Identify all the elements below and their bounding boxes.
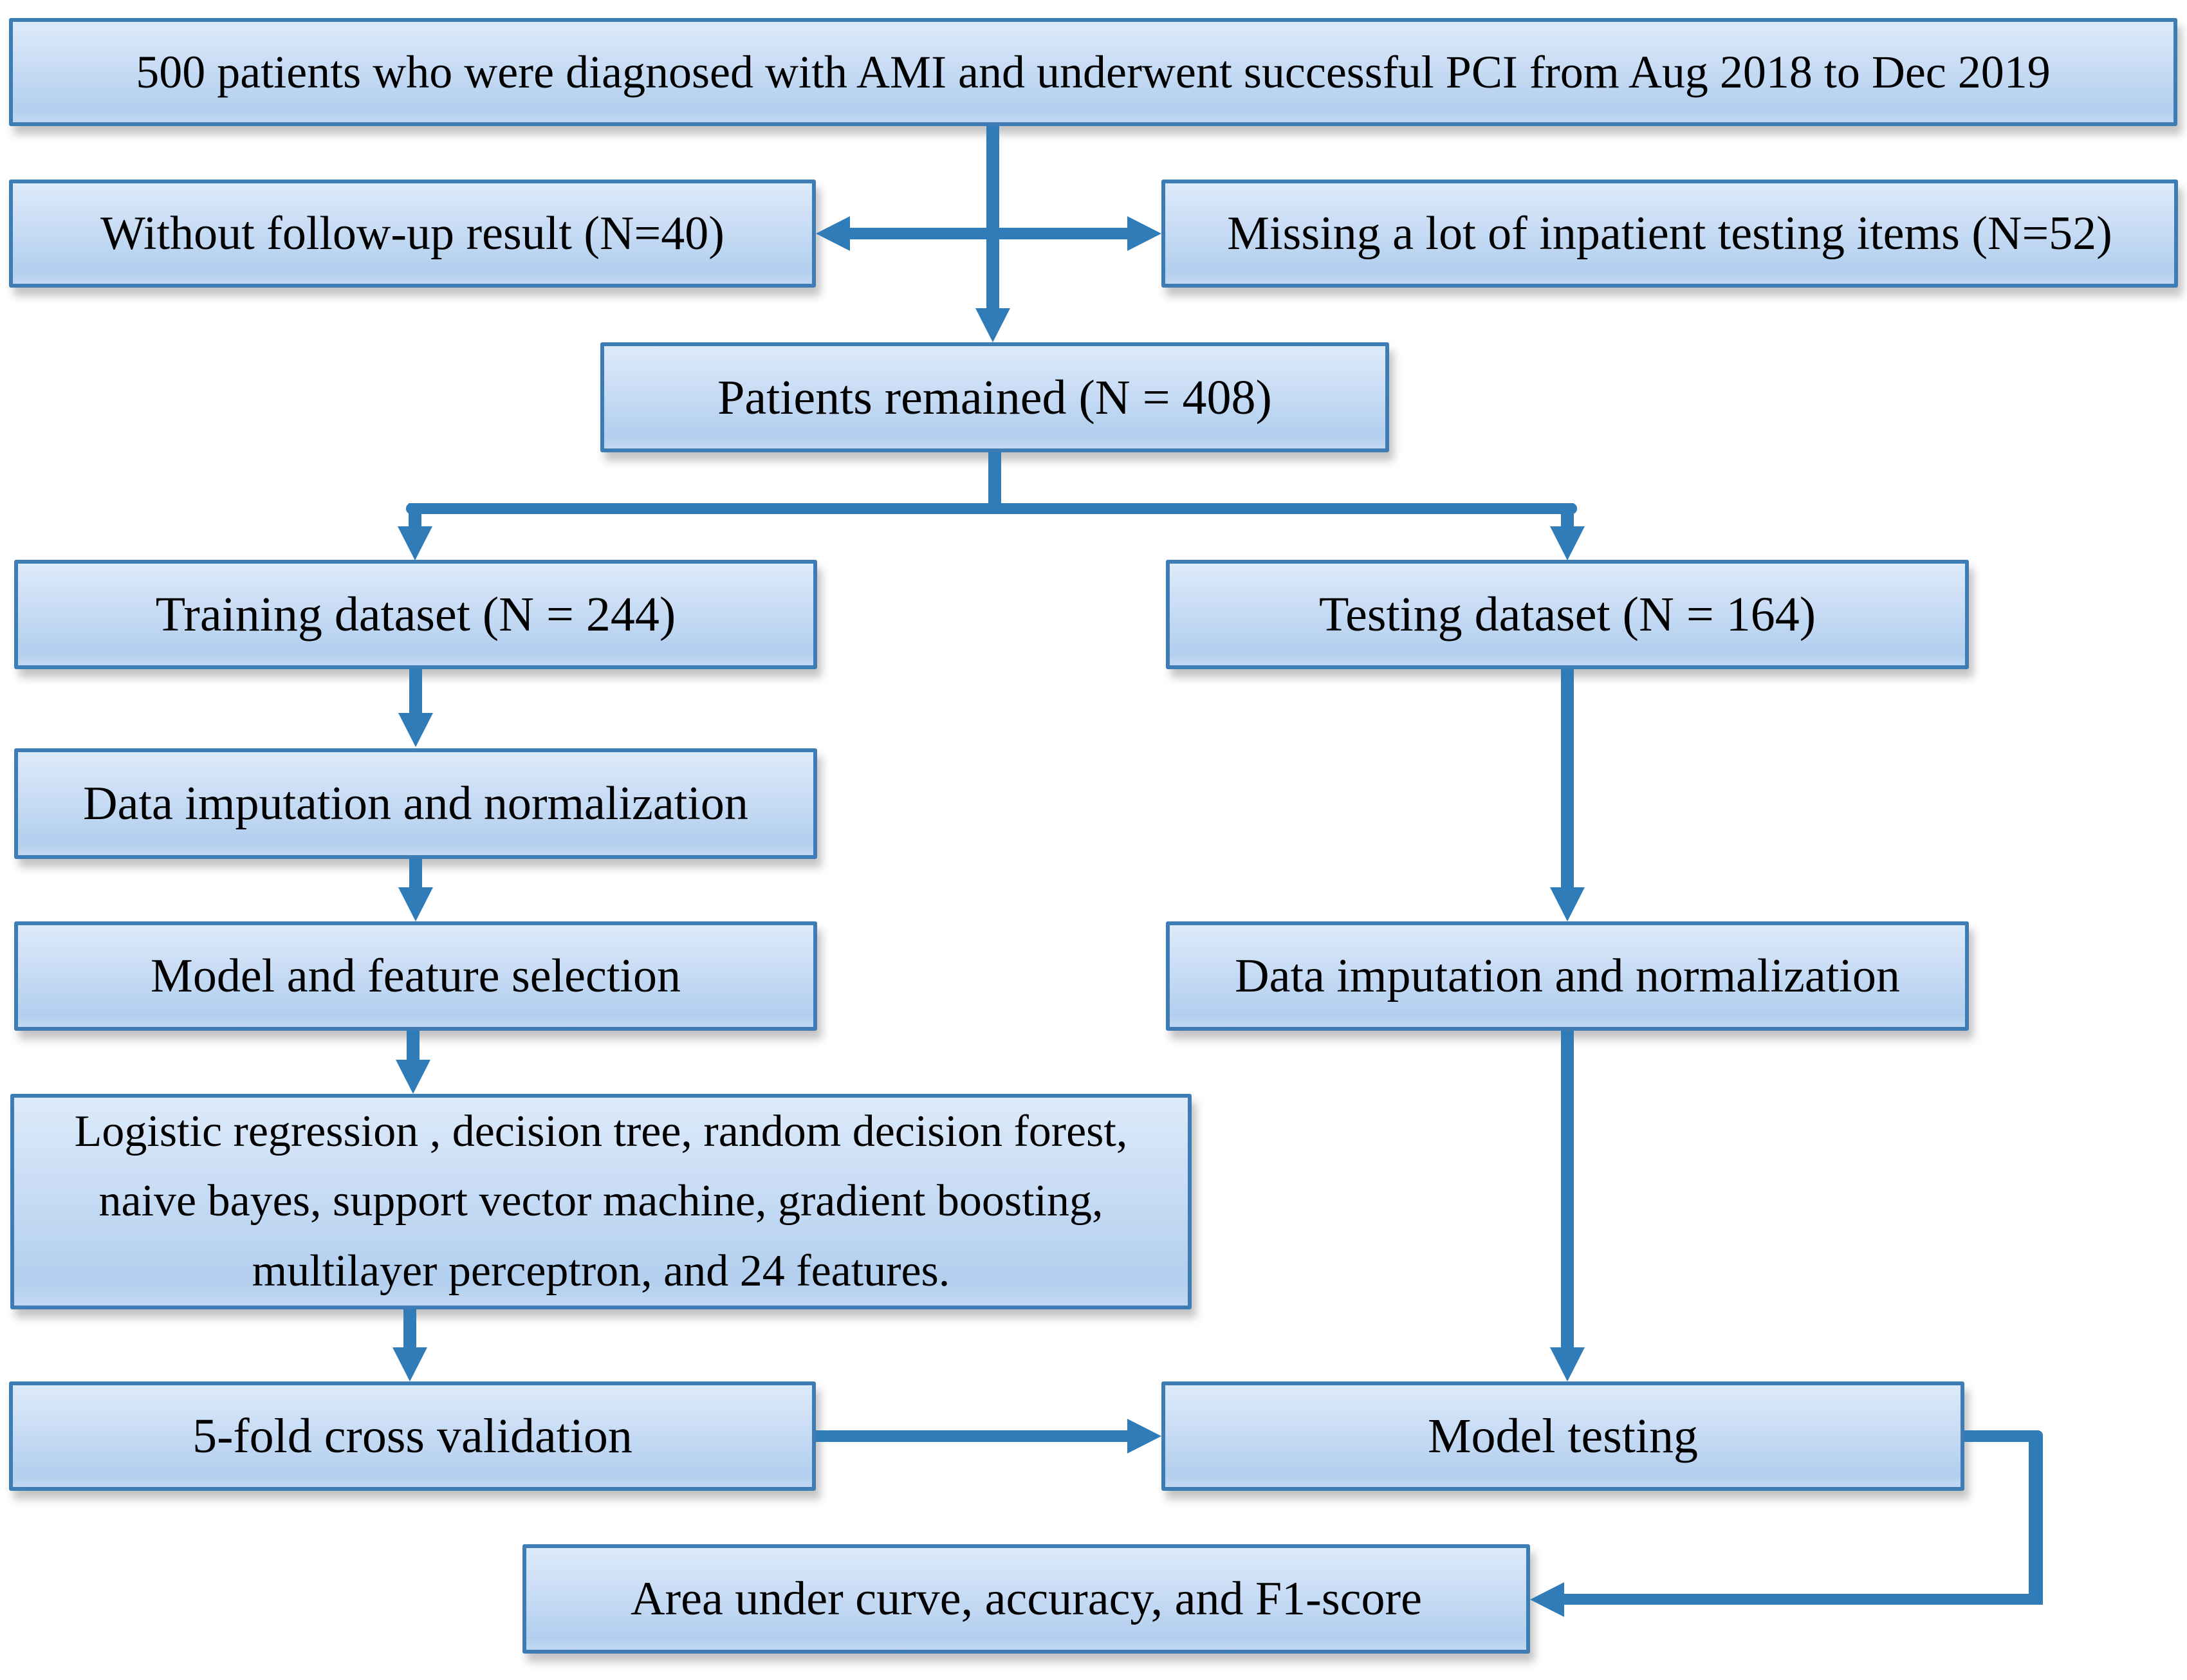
node-training-dataset: Training dataset (N = 244) — [14, 560, 817, 669]
node-evaluation-metrics: Area under curve, accuracy, and F1-score — [522, 1544, 1530, 1654]
node-models-and-features-label: Logistic regression , decision tree, ran… — [74, 1106, 1128, 1296]
arrow-split-to-testing-head — [1550, 526, 1585, 560]
node-models-and-features: Logistic regression , decision tree, ran… — [10, 1094, 1192, 1309]
split-bar — [406, 503, 1577, 514]
node-patients-remained: Patients remained (N = 408) — [600, 342, 1389, 452]
arrow-start-to-remained-line — [986, 126, 999, 313]
split-right-drop — [1561, 503, 1574, 530]
elbow-modeltesting-vertical — [2029, 1430, 2043, 1605]
arrow-models-to-crossval-line — [403, 1309, 416, 1349]
arrow-training-to-imputation-head — [398, 713, 433, 747]
node-training-imputation: Data imputation and normalization — [14, 748, 817, 859]
elbow-to-metrics-horizontal — [1564, 1594, 2043, 1605]
arrow-to-metrics-head — [1530, 1582, 1564, 1617]
elbow-modeltesting-out-horizontal — [1964, 1430, 2043, 1442]
node-testing-dataset-label: Testing dataset (N = 164) — [1318, 587, 1816, 642]
arrow-crossval-to-modeltesting-shaft — [816, 1430, 1129, 1442]
node-cross-validation: 5-fold cross validation — [9, 1381, 816, 1491]
arrow-imputation-to-selection-line — [409, 859, 422, 889]
node-start-label: 500 patients who were diagnosed with AMI… — [136, 46, 2051, 98]
node-model-testing-label: Model testing — [1427, 1409, 1699, 1463]
arrow-start-to-remained-head — [975, 308, 1010, 342]
node-testing-imputation: Data imputation and normalization — [1166, 921, 1969, 1031]
node-excluded-missing-items-label: Missing a lot of inpatient testing items… — [1227, 207, 2112, 260]
arrow-exclusions-head-right — [1127, 216, 1161, 251]
node-testing-imputation-label: Data imputation and normalization — [1235, 949, 1900, 1002]
arrow-split-to-training-head — [398, 526, 432, 560]
node-excluded-no-followup: Without follow-up result (N=40) — [9, 180, 816, 288]
arrow-training-to-imputation-line — [409, 669, 422, 714]
node-model-feature-selection-label: Model and feature selection — [151, 949, 681, 1002]
node-training-imputation-label: Data imputation and normalization — [83, 777, 748, 830]
node-patients-remained-label: Patients remained (N = 408) — [717, 370, 1272, 425]
connector-remained-to-split — [988, 452, 1001, 509]
arrow-exclusions-shaft — [843, 228, 1130, 239]
node-model-testing: Model testing — [1161, 1381, 1964, 1491]
split-left-drop — [409, 503, 421, 530]
node-excluded-no-followup-label: Without follow-up result (N=40) — [100, 207, 724, 260]
node-testing-dataset: Testing dataset (N = 164) — [1166, 560, 1969, 669]
arrow-models-to-crossval-head — [392, 1347, 427, 1381]
node-cross-validation-label: 5-fold cross validation — [192, 1409, 632, 1463]
arrow-imputation-to-modeltesting-head — [1550, 1347, 1585, 1381]
arrow-imputation-to-selection-head — [398, 887, 433, 921]
node-excluded-missing-items: Missing a lot of inpatient testing items… — [1161, 180, 2178, 288]
node-start: 500 patients who were diagnosed with AMI… — [9, 18, 2177, 126]
arrow-selection-to-models-line — [407, 1031, 420, 1062]
arrow-testing-to-imputation-line — [1561, 669, 1574, 889]
node-model-feature-selection: Model and feature selection — [14, 921, 817, 1031]
arrow-selection-to-models-head — [396, 1060, 430, 1094]
arrow-imputation-to-modeltesting-line — [1561, 1031, 1574, 1349]
node-training-dataset-label: Training dataset (N = 244) — [155, 587, 676, 642]
arrow-testing-to-imputation-head — [1550, 887, 1585, 921]
node-evaluation-metrics-label: Area under curve, accuracy, and F1-score — [631, 1572, 1422, 1625]
arrow-crossval-to-modeltesting-head — [1127, 1419, 1161, 1454]
arrow-exclusions-head-left — [816, 216, 850, 251]
